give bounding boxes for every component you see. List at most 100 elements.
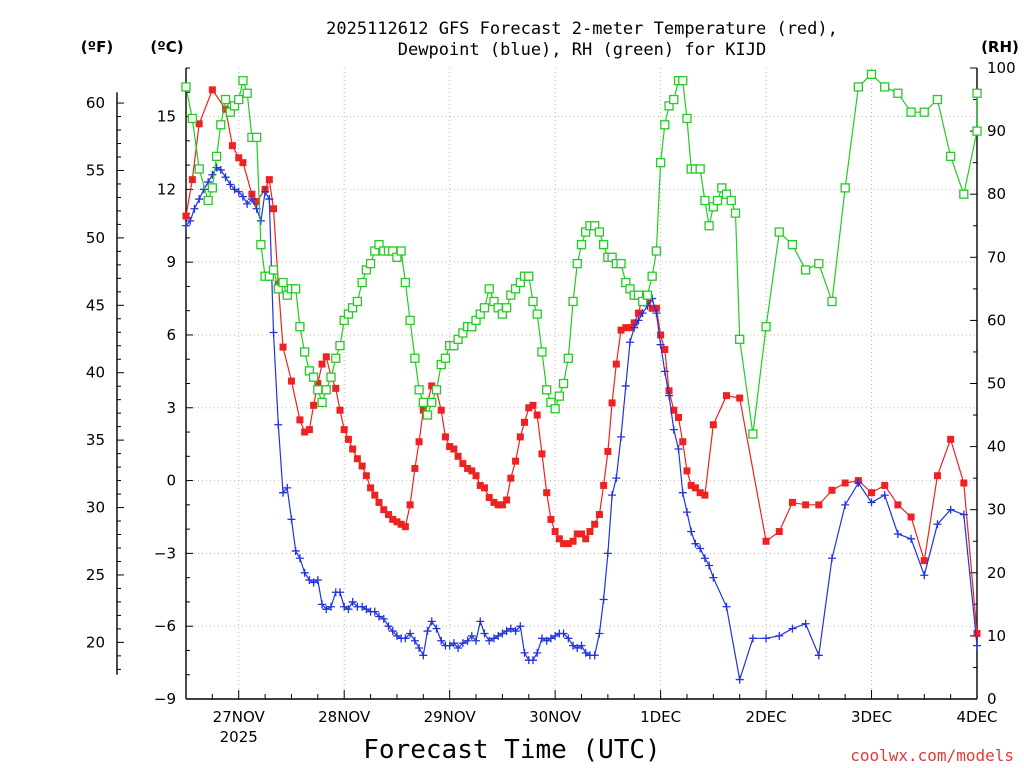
rh-point bbox=[717, 183, 727, 193]
temperature-point bbox=[762, 537, 770, 545]
fahrenheit-tick-label: 35 bbox=[86, 431, 105, 449]
temperature-point bbox=[358, 462, 366, 470]
dewpoint-point bbox=[208, 170, 217, 179]
temperature-point bbox=[841, 479, 849, 487]
rh-point bbox=[726, 195, 736, 206]
dewpoint-point bbox=[494, 631, 503, 640]
rh-point bbox=[660, 120, 670, 130]
dewpoint-point bbox=[415, 644, 424, 653]
x-tick-label: 2DEC bbox=[746, 708, 787, 726]
rh-tick-label: 70 bbox=[987, 248, 1006, 266]
dewpoint-point bbox=[472, 636, 481, 645]
rh-point bbox=[638, 296, 648, 307]
dewpoint-point bbox=[841, 500, 850, 509]
temperature-point bbox=[437, 406, 445, 414]
dewpoint-point bbox=[700, 554, 709, 563]
celsius-tick-label: 0 bbox=[166, 472, 176, 490]
temperature-point bbox=[815, 501, 823, 509]
x-tick-label: 27NOV bbox=[213, 708, 266, 726]
temperature-point bbox=[538, 450, 546, 458]
temperature-point bbox=[380, 506, 388, 514]
temperature-point bbox=[301, 428, 309, 436]
dewpoint-point bbox=[502, 627, 511, 636]
dewpoint-point bbox=[907, 534, 916, 543]
temperature-point bbox=[265, 176, 273, 184]
temperature-point bbox=[529, 401, 537, 409]
dewpoint-point bbox=[454, 644, 463, 653]
rh-point bbox=[431, 385, 442, 395]
temperature-point bbox=[560, 540, 568, 548]
temperature-point bbox=[612, 360, 620, 368]
dewpoint-point bbox=[489, 634, 498, 643]
dewpoint-point bbox=[599, 595, 608, 604]
dewpoint-point bbox=[577, 641, 586, 650]
dewpoint-point bbox=[603, 549, 612, 558]
temperature-point bbox=[622, 324, 630, 332]
dewpoint-point bbox=[480, 629, 489, 638]
rh-point bbox=[524, 271, 534, 281]
dewpoint-point bbox=[705, 561, 714, 570]
dewpoint-point bbox=[238, 192, 247, 201]
temperature-point bbox=[454, 452, 462, 460]
temperature-point bbox=[208, 86, 216, 94]
dewpoint-point bbox=[590, 651, 599, 660]
rh-point bbox=[234, 94, 244, 105]
dewpoint-point bbox=[445, 641, 454, 650]
rh-point bbox=[721, 189, 732, 199]
dewpoint-point bbox=[569, 641, 578, 650]
temperature-point bbox=[415, 438, 423, 446]
rh-point bbox=[405, 315, 415, 326]
rh-point bbox=[216, 120, 226, 130]
rh-point bbox=[572, 258, 582, 269]
dewpoint-point bbox=[634, 316, 643, 325]
rh-point bbox=[374, 240, 384, 250]
temperature-point bbox=[543, 489, 551, 497]
dewpoint-point bbox=[463, 636, 472, 645]
rh-point bbox=[440, 353, 451, 363]
dewpoint-point bbox=[291, 546, 300, 555]
rh-point bbox=[972, 126, 982, 136]
rh-point bbox=[291, 284, 301, 294]
dewpoint-point bbox=[748, 634, 757, 643]
rh-point bbox=[550, 404, 560, 414]
temperature-point bbox=[494, 501, 502, 509]
temperature-point bbox=[648, 304, 656, 312]
rh-point bbox=[563, 353, 573, 363]
temperature-point bbox=[533, 411, 541, 419]
rh-point bbox=[331, 353, 341, 363]
rh-point bbox=[194, 164, 204, 174]
rh-point bbox=[576, 240, 587, 250]
dewpoint-point bbox=[682, 508, 691, 517]
temperature-point bbox=[657, 331, 665, 339]
dewpoint-point bbox=[617, 432, 626, 441]
temperature-point bbox=[595, 511, 603, 519]
dewpoint-point bbox=[612, 474, 621, 483]
dewpoint-point bbox=[344, 605, 353, 614]
temperature-point bbox=[279, 343, 287, 351]
temperature-point bbox=[696, 489, 704, 497]
rh-point bbox=[458, 328, 468, 338]
temperature-point bbox=[411, 464, 419, 472]
dewpoint-point bbox=[533, 648, 542, 657]
temperature-point bbox=[371, 491, 379, 499]
dewpoint-point bbox=[216, 165, 225, 174]
temperature-point bbox=[235, 154, 243, 162]
rh-point bbox=[308, 372, 319, 382]
rh-point bbox=[787, 240, 798, 250]
temperature-point bbox=[687, 481, 695, 489]
temperature-point bbox=[907, 513, 915, 521]
rh-point bbox=[453, 334, 463, 344]
rh-point bbox=[252, 132, 262, 143]
dewpoint-point bbox=[559, 629, 568, 638]
rh-point bbox=[598, 240, 609, 250]
dewpoint-point bbox=[287, 515, 296, 524]
fahrenheit-tick-label: 25 bbox=[86, 566, 105, 584]
rh-point bbox=[840, 183, 850, 193]
celsius-tick-label: −3 bbox=[154, 544, 176, 562]
temperature-point bbox=[253, 197, 261, 205]
temperature-point bbox=[419, 406, 427, 414]
x-axis-title: Forecast Time (UTC) bbox=[363, 735, 660, 765]
dewpoint-point bbox=[722, 602, 731, 611]
